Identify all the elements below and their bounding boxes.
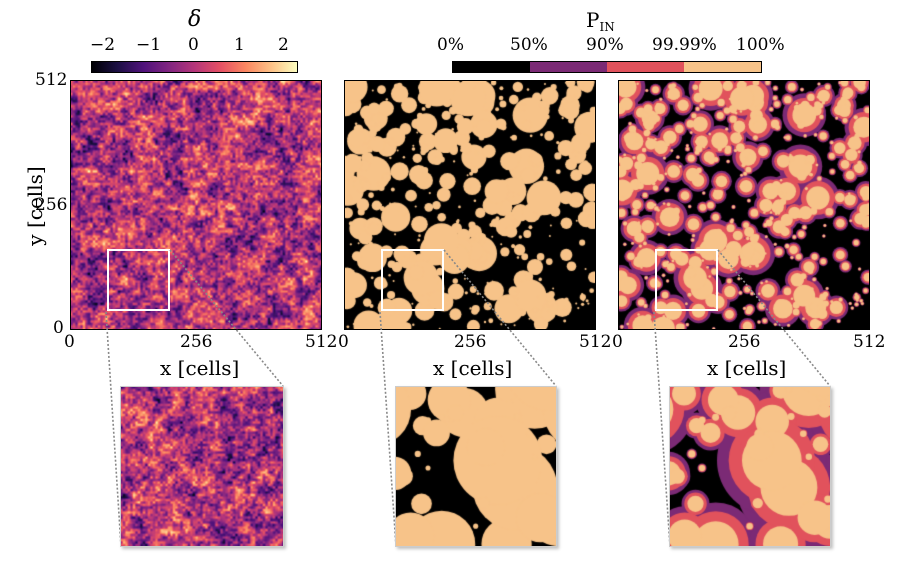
binary-zoom-image xyxy=(396,387,556,546)
probability-map-panel xyxy=(618,80,870,330)
zoom-region-box xyxy=(107,249,170,311)
zoom-region-box xyxy=(655,249,718,311)
delta-tick: 1 xyxy=(234,35,245,55)
delta-tick: −1 xyxy=(136,35,162,55)
x-axis-label: x [cells] xyxy=(707,356,787,380)
pin-tick: 99.99% xyxy=(652,35,717,55)
density-zoom-inset xyxy=(120,386,284,547)
x-axis-label: x [cells] xyxy=(433,356,513,380)
delta-tick: 2 xyxy=(278,35,289,55)
x-tick: 0 xyxy=(64,332,75,352)
pin-tick: 50% xyxy=(510,35,548,55)
x-tick: 512 xyxy=(579,332,612,352)
delta-colorbar-label: δ xyxy=(188,7,202,32)
delta-tick: −2 xyxy=(90,35,116,55)
x-tick: 512 xyxy=(305,332,338,352)
binary-zoom-inset xyxy=(395,386,557,547)
density-zoom-image xyxy=(121,387,283,546)
y-tick: 512 xyxy=(35,70,68,90)
pin-tick: 90% xyxy=(586,35,624,55)
y-tick: 256 xyxy=(35,195,68,215)
y-tick: 0 xyxy=(53,318,64,338)
delta-tick: 0 xyxy=(188,35,199,55)
probability-zoom-image xyxy=(670,387,830,546)
pin-tick: 0% xyxy=(437,35,464,55)
x-tick: 256 xyxy=(180,332,213,352)
x-tick: 0 xyxy=(338,332,349,352)
density-field-panel xyxy=(70,80,322,330)
pin-colorbar-label: PIN xyxy=(586,8,615,34)
x-tick: 0 xyxy=(612,332,623,352)
connector-line xyxy=(653,311,671,547)
zoom-region-box xyxy=(381,249,444,311)
pin-colorbar xyxy=(452,61,762,73)
x-tick: 256 xyxy=(728,332,761,352)
x-tick: 512 xyxy=(853,332,886,352)
connector-line xyxy=(379,311,397,547)
probability-zoom-inset xyxy=(669,386,831,547)
x-axis-label: x [cells] xyxy=(160,356,240,380)
binary-map-panel xyxy=(344,80,596,330)
pin-tick: 100% xyxy=(736,35,785,55)
delta-colorbar xyxy=(91,61,298,73)
x-tick: 256 xyxy=(454,332,487,352)
connector-line xyxy=(105,311,122,547)
